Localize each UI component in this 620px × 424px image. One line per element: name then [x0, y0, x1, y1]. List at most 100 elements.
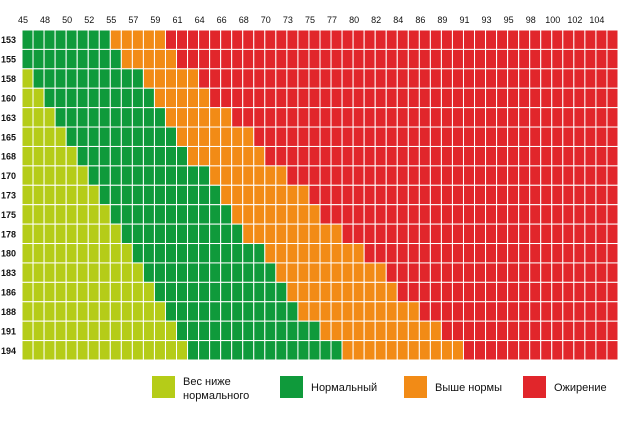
legend-label-under: Вес ниже — [183, 376, 231, 388]
x-tick-label: 66 — [217, 15, 227, 25]
cell-173-36 — [419, 185, 430, 204]
cell-168-8 — [110, 146, 121, 165]
cell-191-9 — [121, 321, 132, 340]
cell-170-40 — [463, 166, 474, 185]
y-tick-label: 158 — [1, 74, 16, 84]
cell-175-18 — [221, 205, 232, 224]
cell-191-31 — [364, 321, 375, 340]
cell-178-24 — [287, 224, 298, 243]
cell-163-50 — [574, 108, 585, 127]
cell-163-18 — [221, 108, 232, 127]
cell-170-17 — [210, 166, 221, 185]
cell-158-37 — [430, 69, 441, 88]
cell-188-12 — [154, 302, 165, 321]
cell-160-3 — [55, 88, 66, 107]
cell-163-30 — [353, 108, 364, 127]
cell-165-32 — [375, 127, 386, 146]
cell-168-13 — [165, 146, 176, 165]
cell-163-3 — [55, 108, 66, 127]
cell-175-21 — [254, 205, 265, 224]
cell-175-53 — [607, 205, 618, 224]
cell-180-49 — [563, 244, 574, 263]
cell-160-4 — [66, 88, 77, 107]
cell-163-47 — [541, 108, 552, 127]
x-tick-label: 48 — [40, 15, 50, 25]
cell-183-9 — [121, 263, 132, 282]
cell-175-47 — [541, 205, 552, 224]
cell-155-42 — [486, 49, 497, 68]
cell-175-39 — [452, 205, 463, 224]
cell-194-48 — [552, 341, 563, 360]
cell-188-52 — [596, 302, 607, 321]
cell-191-21 — [254, 321, 265, 340]
cell-186-4 — [66, 282, 77, 301]
heatmap-cells — [22, 30, 618, 360]
cell-155-18 — [221, 49, 232, 68]
cell-194-29 — [342, 341, 353, 360]
cell-170-26 — [309, 166, 320, 185]
cell-153-22 — [265, 30, 276, 49]
cell-153-19 — [232, 30, 243, 49]
cell-180-13 — [165, 244, 176, 263]
cell-155-15 — [188, 49, 199, 68]
cell-155-16 — [199, 49, 210, 68]
cell-186-12 — [154, 282, 165, 301]
cell-158-28 — [331, 69, 342, 88]
cell-175-0 — [22, 205, 33, 224]
cell-153-13 — [165, 30, 176, 49]
cell-153-48 — [552, 30, 563, 49]
x-tick-label: 57 — [128, 15, 138, 25]
cell-175-20 — [243, 205, 254, 224]
cell-165-25 — [298, 127, 309, 146]
cell-173-21 — [254, 185, 265, 204]
cell-155-22 — [265, 49, 276, 68]
cell-175-12 — [154, 205, 165, 224]
cell-165-9 — [121, 127, 132, 146]
cell-191-24 — [287, 321, 298, 340]
cell-188-5 — [77, 302, 88, 321]
cell-180-18 — [221, 244, 232, 263]
cell-188-27 — [320, 302, 331, 321]
cell-165-53 — [607, 127, 618, 146]
x-tick-label: 80 — [349, 15, 359, 25]
cell-153-41 — [475, 30, 486, 49]
cell-188-48 — [552, 302, 563, 321]
cell-194-53 — [607, 341, 618, 360]
cell-178-27 — [320, 224, 331, 243]
cell-180-21 — [254, 244, 265, 263]
cell-180-45 — [519, 244, 530, 263]
cell-160-46 — [530, 88, 541, 107]
cell-188-0 — [22, 302, 33, 321]
cell-165-52 — [596, 127, 607, 146]
cell-186-18 — [221, 282, 232, 301]
cell-158-16 — [199, 69, 210, 88]
cell-191-37 — [430, 321, 441, 340]
cell-163-35 — [408, 108, 419, 127]
cell-186-51 — [585, 282, 596, 301]
cell-180-23 — [276, 244, 287, 263]
cell-168-52 — [596, 146, 607, 165]
cell-158-20 — [243, 69, 254, 88]
cell-188-3 — [55, 302, 66, 321]
cell-178-20 — [243, 224, 254, 243]
cell-163-32 — [375, 108, 386, 127]
cell-178-46 — [530, 224, 541, 243]
cell-165-7 — [99, 127, 110, 146]
cell-188-13 — [165, 302, 176, 321]
cell-155-32 — [375, 49, 386, 68]
cell-178-35 — [408, 224, 419, 243]
cell-168-4 — [66, 146, 77, 165]
cell-178-16 — [199, 224, 210, 243]
cell-186-46 — [530, 282, 541, 301]
cell-188-43 — [497, 302, 508, 321]
cell-158-32 — [375, 69, 386, 88]
cell-178-19 — [232, 224, 243, 243]
cell-183-24 — [287, 263, 298, 282]
cell-173-43 — [497, 185, 508, 204]
cell-191-43 — [497, 321, 508, 340]
cell-160-11 — [143, 88, 154, 107]
cell-153-16 — [199, 30, 210, 49]
cell-168-0 — [22, 146, 33, 165]
cell-153-6 — [88, 30, 99, 49]
cell-163-38 — [441, 108, 452, 127]
